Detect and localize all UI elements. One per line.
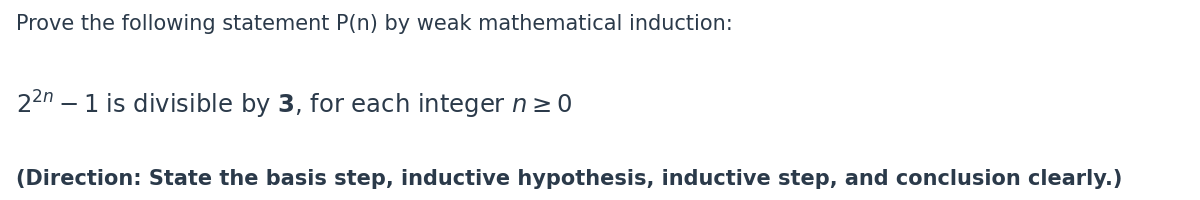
Text: $2^{2n} - 1\;$is divisible by $\mathbf{3}$, for each integer $n \geq 0$: $2^{2n} - 1\;$is divisible by $\mathbf{3… — [16, 88, 572, 120]
Text: Prove the following statement P(n) by weak mathematical induction:: Prove the following statement P(n) by we… — [16, 14, 732, 34]
Text: (Direction: State the basis step, inductive hypothesis, inductive step, and conc: (Direction: State the basis step, induct… — [16, 168, 1122, 188]
